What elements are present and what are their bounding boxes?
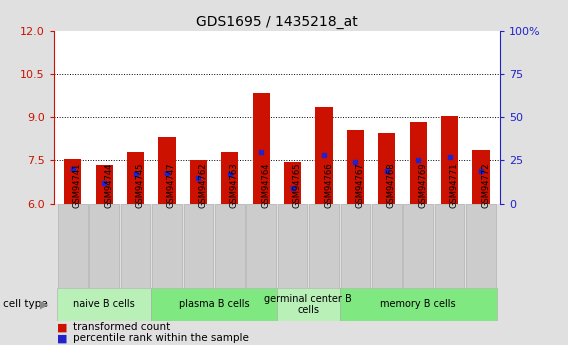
Bar	[127, 152, 144, 204]
FancyBboxPatch shape	[89, 204, 119, 288]
FancyBboxPatch shape	[57, 288, 151, 321]
Bar	[221, 152, 239, 204]
Text: percentile rank within the sample: percentile rank within the sample	[73, 333, 249, 343]
Bar	[190, 160, 207, 204]
FancyBboxPatch shape	[151, 288, 277, 321]
FancyBboxPatch shape	[58, 204, 87, 288]
Text: ▶: ▶	[40, 299, 48, 309]
Bar	[64, 159, 81, 204]
Text: GSM94765: GSM94765	[293, 162, 302, 208]
Text: GSM94771: GSM94771	[450, 162, 458, 208]
Text: GSM94769: GSM94769	[418, 162, 427, 208]
Bar	[473, 150, 490, 204]
Bar	[378, 133, 395, 204]
Text: GSM94762: GSM94762	[198, 162, 207, 208]
FancyBboxPatch shape	[340, 288, 496, 321]
Text: GSM94764: GSM94764	[261, 162, 270, 208]
FancyBboxPatch shape	[435, 204, 465, 288]
FancyBboxPatch shape	[183, 204, 213, 288]
FancyBboxPatch shape	[215, 204, 245, 288]
FancyBboxPatch shape	[466, 204, 496, 288]
Text: ■: ■	[57, 333, 67, 343]
FancyBboxPatch shape	[152, 204, 182, 288]
Bar	[347, 130, 364, 204]
FancyBboxPatch shape	[121, 204, 151, 288]
FancyBboxPatch shape	[403, 204, 433, 288]
Bar	[315, 107, 333, 204]
Text: plasma B cells: plasma B cells	[179, 299, 249, 309]
FancyBboxPatch shape	[247, 204, 276, 288]
Text: ■: ■	[57, 322, 67, 332]
Text: GSM94763: GSM94763	[230, 162, 239, 208]
Bar	[253, 93, 270, 204]
Text: memory B cells: memory B cells	[381, 299, 456, 309]
Text: GSM94768: GSM94768	[387, 162, 396, 208]
Text: GSM94744: GSM94744	[104, 162, 113, 208]
Text: cell type: cell type	[3, 299, 48, 309]
Text: GSM94766: GSM94766	[324, 162, 333, 208]
Title: GDS1695 / 1435218_at: GDS1695 / 1435218_at	[196, 14, 358, 29]
Text: naive B cells: naive B cells	[73, 299, 135, 309]
FancyBboxPatch shape	[341, 204, 370, 288]
Text: transformed count: transformed count	[73, 322, 170, 332]
Text: GSM94741: GSM94741	[73, 162, 82, 208]
FancyBboxPatch shape	[277, 288, 340, 321]
Bar	[284, 162, 301, 204]
Text: GSM94772: GSM94772	[481, 162, 490, 208]
Bar	[95, 165, 113, 204]
Bar	[158, 137, 176, 204]
Text: germinal center B
cells: germinal center B cells	[265, 294, 352, 315]
Bar	[410, 122, 427, 204]
Text: GSM94745: GSM94745	[136, 162, 145, 208]
Text: GSM94747: GSM94747	[167, 162, 176, 208]
FancyBboxPatch shape	[278, 204, 307, 288]
Bar	[441, 116, 458, 204]
FancyBboxPatch shape	[309, 204, 339, 288]
Text: GSM94767: GSM94767	[356, 162, 365, 208]
FancyBboxPatch shape	[372, 204, 402, 288]
